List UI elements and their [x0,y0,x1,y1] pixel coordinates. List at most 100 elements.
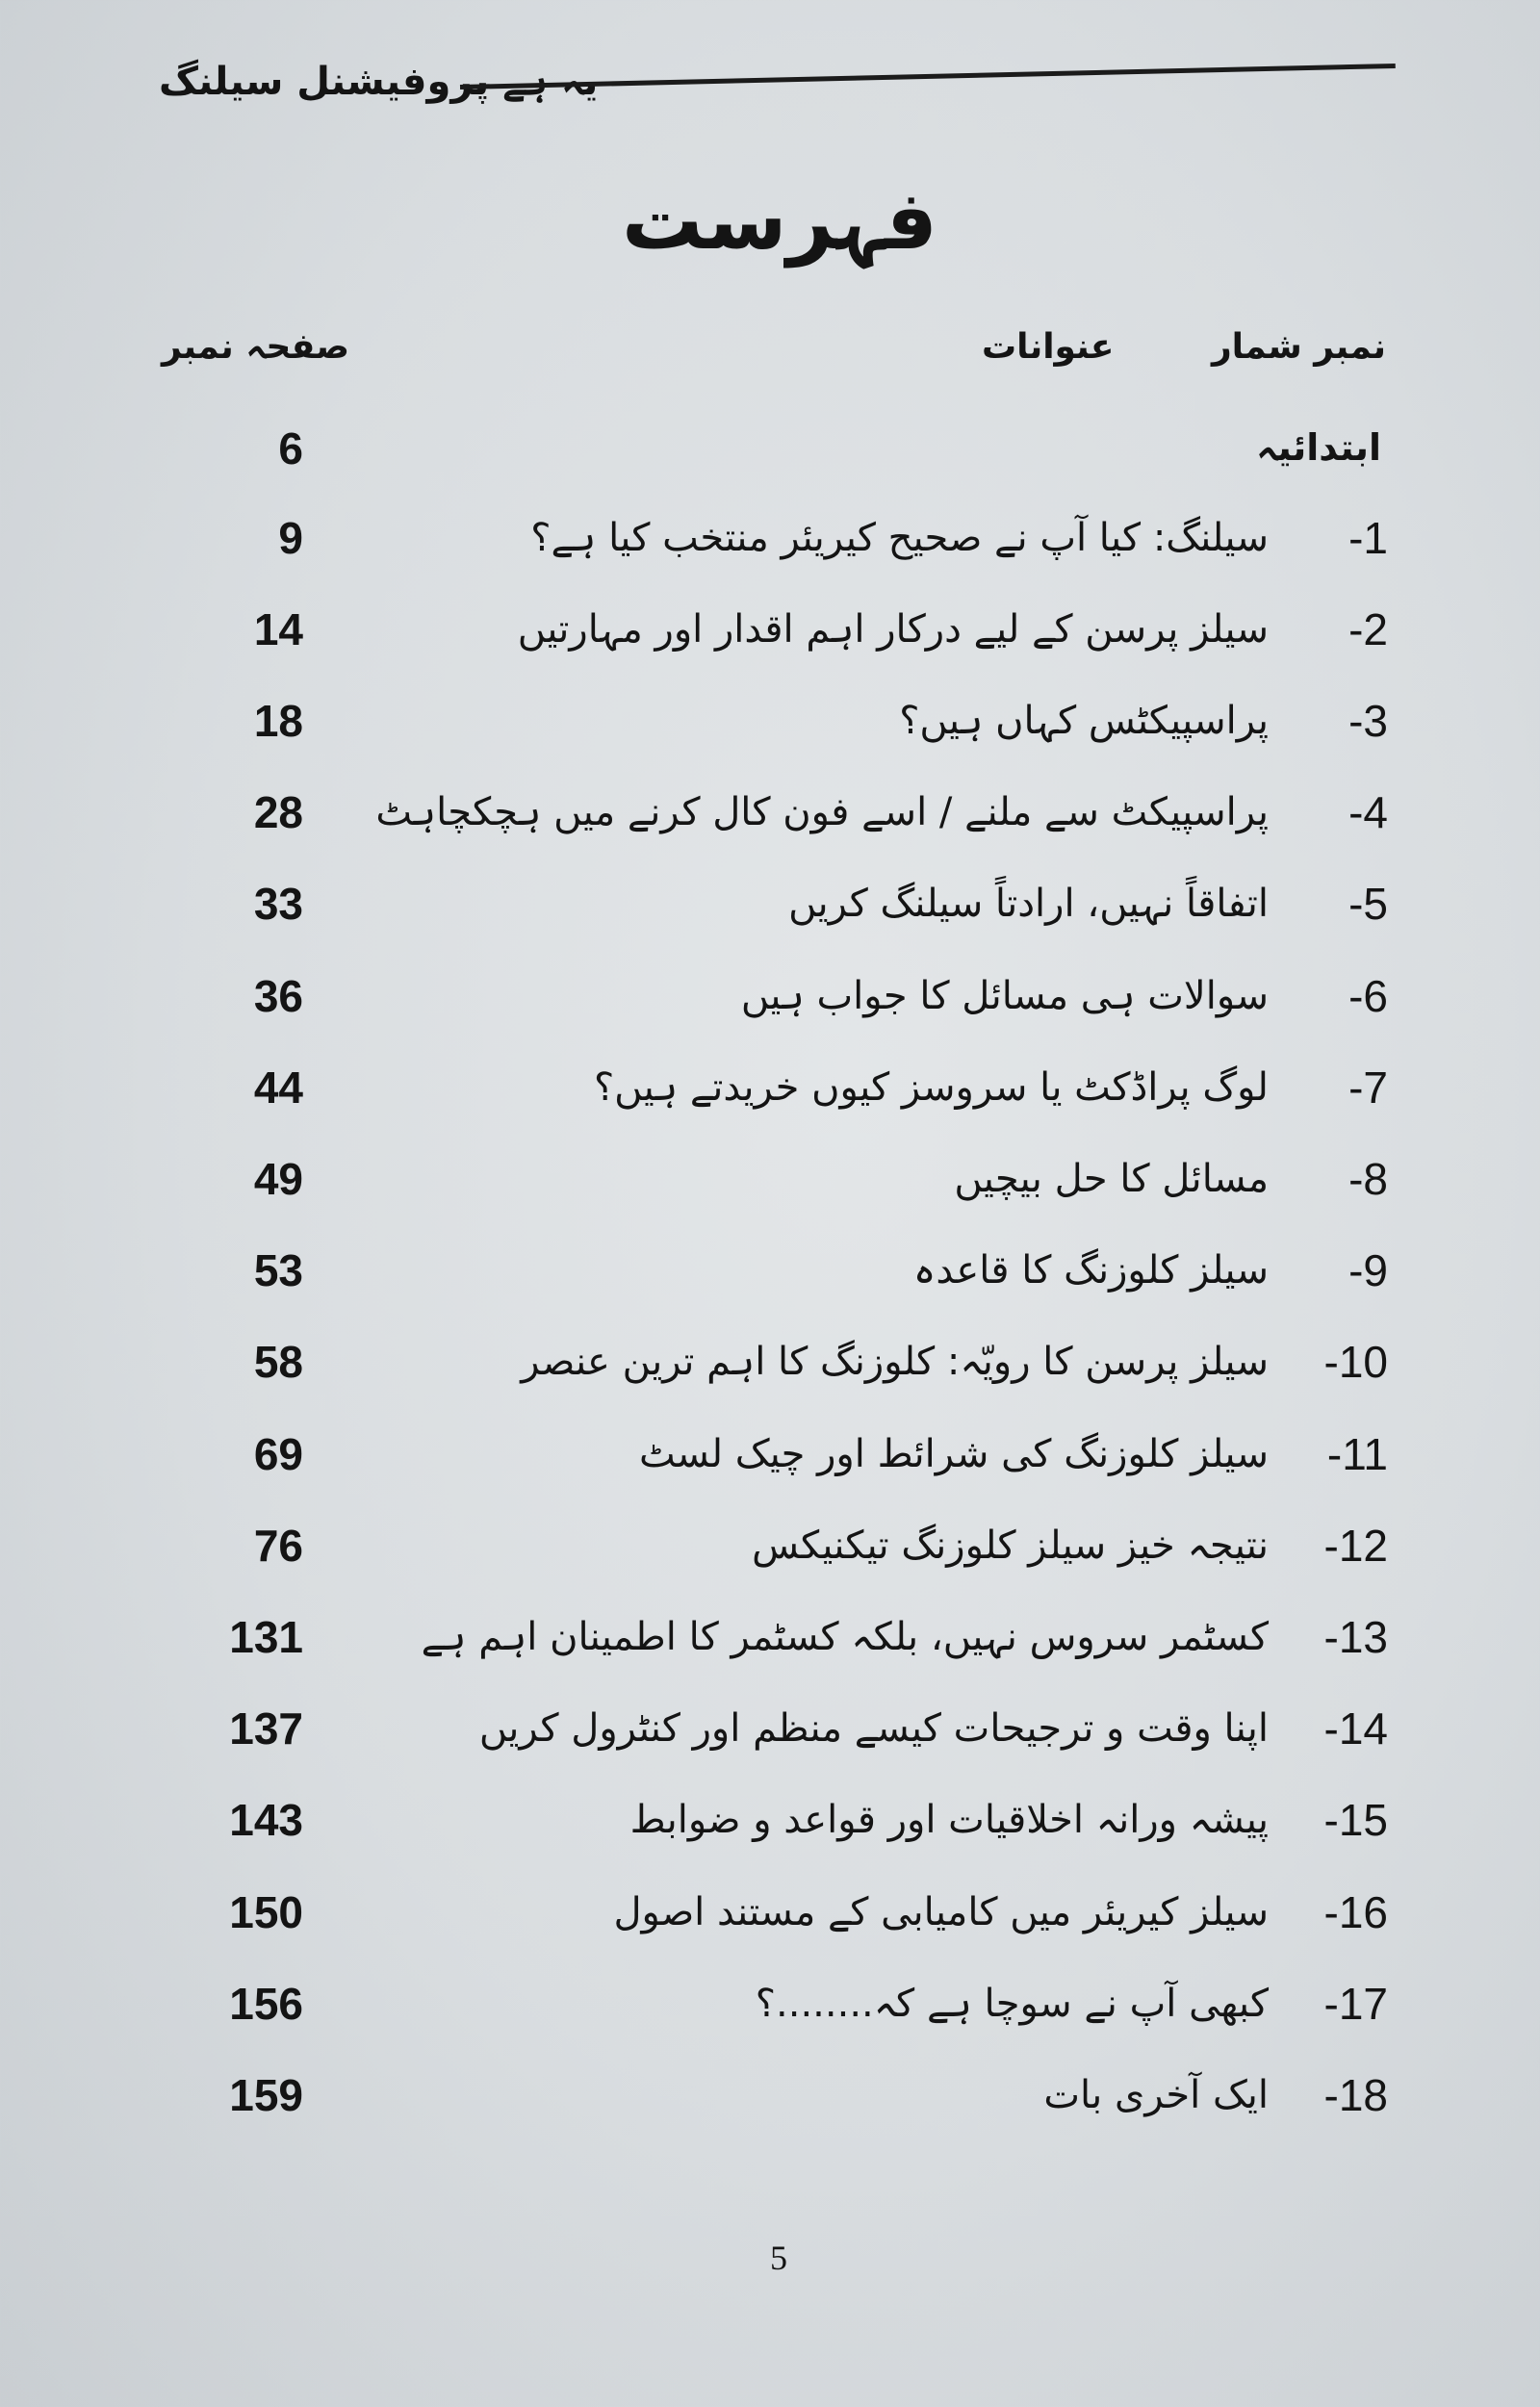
toc-number: 18- [1323,2069,1389,2120]
toc-title-cell: سیلنگ: کیا آپ نے صحیح کیریئر منتخب کیا ہ… [332,492,1269,583]
toc-title-cell: سوالات ہی مسائل کا جواب ہیں [332,950,1269,1041]
toc-number: 9- [1348,1245,1388,1296]
toc-row: 15- پیشہ ورانہ اخلاقیات اور قواعد و ضوابط… [0,1775,1540,1866]
toc-row: 9- سیلز کلوزنگ کا قاعدہ 53 [0,1225,1540,1317]
toc-number: 17- [1323,1978,1389,2029]
toc-page: 53 [253,1245,303,1296]
toc-number: 6- [1348,970,1388,1021]
toc-page: 49 [253,1153,303,1204]
toc-title: سیلز پرسن کا رویّہ: کلوزنگ کا اہم ترین ع… [521,1340,1269,1385]
toc-page: 150 [229,1886,303,1937]
toc-title: پراسپیکٹس کہاں ہیں؟ [899,698,1269,743]
toc-number: 7- [1348,1062,1388,1113]
toc-number: 3- [1348,695,1388,746]
toc-title-cell: سیلز پرسن کے لیے درکار اہم اقدار اور مہا… [332,583,1269,675]
toc-title: مسائل کا حل بیچیں [954,1156,1269,1201]
toc-title: سیلز کلوزنگ کا قاعدہ [912,1248,1269,1293]
toc-title-cell: اتفاقاً نہیں، ارادتاً سیلنگ کریں [332,858,1269,950]
toc-row: 12- نتیجہ خیز سیلز کلوزنگ تیکنیکس 76 [0,1499,1540,1591]
column-header-titles: عنوانات [982,327,1115,367]
toc-row: 17- کبھی آپ نے سوچا ہے کہ........؟ 156 [0,1958,1540,2049]
toc-title-cell: پراسپیکٹ سے ملنے / اسے فون کال کرنے میں … [332,767,1269,858]
toc-row: 13- کسٹمر سروس نہیں، بلکہ کسٹمر کا اطمینا… [0,1591,1540,1682]
toc-row-intro: ابتدائیہ 6 [0,402,1540,494]
toc-row: 5- اتفاقاً نہیں، ارادتاً سیلنگ کریں 33 [0,858,1540,950]
toc-number: 12- [1323,1520,1389,1571]
toc-title: کسٹمر سروس نہیں، بلکہ کسٹمر کا اطمینان ا… [421,1614,1269,1659]
toc-title: سیلز پرسن کے لیے درکار اہم اقدار اور مہا… [517,606,1269,652]
toc-number: 4- [1348,787,1388,838]
toc-title-cell: سیلز کلوزنگ کی شرائط اور چیک لسٹ [332,1408,1269,1499]
toc-number: 11- [1326,1428,1388,1479]
toc-title-cell: کبھی آپ نے سوچا ہے کہ........؟ [332,1958,1269,2049]
toc-number: 13- [1323,1611,1389,1662]
toc-title: سوالات ہی مسائل کا جواب ہیں [740,973,1269,1018]
running-head: یہ ہے پروفیشنل سیلنگ [159,60,599,104]
toc-title-cell: ایک آخری بات [332,2049,1269,2140]
toc-row: 1- سیلنگ: کیا آپ نے صحیح کیریئر منتخب کیا… [0,492,1540,583]
toc-title: لوگ پراڈکٹ یا سروسز کیوں خریدتے ہیں؟ [593,1064,1269,1110]
toc-row: 2- سیلز پرسن کے لیے درکار اہم اقدار اور م… [0,583,1540,675]
toc-page: 36 [253,970,303,1021]
toc-title: سیلز کیریئر میں کامیابی کے مستند اصول [613,1889,1269,1934]
toc-row: 7- لوگ پراڈکٹ یا سروسز کیوں خریدتے ہیں؟ 44 [0,1041,1540,1133]
toc-page: 33 [253,879,303,930]
toc-row: 18- ایک آخری بات 159 [0,2049,1540,2140]
toc-title-cell: سیلز پرسن کا رویّہ: کلوزنگ کا اہم ترین ع… [332,1317,1269,1408]
toc-number: 8- [1348,1153,1388,1204]
toc-row: 3- پراسپیکٹس کہاں ہیں؟ 18 [0,675,1540,766]
toc-title-cell: پیشہ ورانہ اخلاقیات اور قواعد و ضوابط [332,1775,1269,1866]
toc-page: 6 [278,423,303,474]
toc-row: 4- پراسپیکٹ سے ملنے / اسے فون کال کرنے می… [0,767,1540,858]
toc-title: اپنا وقت و ترجیحات کیسے منظم اور کنٹرول … [478,1706,1269,1752]
toc-number: 14- [1323,1703,1389,1754]
toc-page: 137 [229,1703,303,1754]
toc-title-cell: لوگ پراڈکٹ یا سروسز کیوں خریدتے ہیں؟ [332,1041,1269,1133]
toc-number: 16- [1323,1886,1389,1937]
toc-page: 143 [229,1795,303,1846]
toc-title: سیلز کلوزنگ کی شرائط اور چیک لسٹ [638,1431,1269,1476]
toc-number: 10- [1323,1337,1389,1388]
toc-title: پیشہ ورانہ اخلاقیات اور قواعد و ضوابط [629,1798,1269,1843]
page-title: فہرست [621,173,937,268]
toc-title-cell: مسائل کا حل بیچیں [332,1133,1269,1224]
toc-page: 156 [229,1978,303,2029]
toc-page: 28 [253,787,303,838]
toc-title-cell: ابتدائیہ [332,402,1381,494]
toc-title-cell: اپنا وقت و ترجیحات کیسے منظم اور کنٹرول … [332,1683,1269,1775]
toc-number: 15- [1323,1795,1389,1846]
toc-title: سیلنگ: کیا آپ نے صحیح کیریئر منتخب کیا ہ… [530,515,1269,560]
toc-title-cell: سیلز کیریئر میں کامیابی کے مستند اصول [332,1866,1269,1958]
toc-title: کبھی آپ نے سوچا ہے کہ........؟ [755,1981,1269,2026]
toc-title-cell: پراسپیکٹس کہاں ہیں؟ [332,675,1269,766]
toc-title: ایک آخری بات [1043,2072,1269,2117]
toc-page: 159 [229,2069,303,2120]
toc-row: 14- اپنا وقت و ترجیحات کیسے منظم اور کنٹر… [0,1683,1540,1775]
toc-row: 11- سیلز کلوزنگ کی شرائط اور چیک لسٹ 69 [0,1408,1540,1499]
page-number: 5 [770,2239,787,2277]
toc-row: 6- سوالات ہی مسائل کا جواب ہیں 36 [0,950,1540,1041]
toc-row: 10- سیلز پرسن کا رویّہ: کلوزنگ کا اہم تری… [0,1317,1540,1408]
column-header-page: صفحہ نمبر [162,327,350,367]
toc-row: 16- سیلز کیریئر میں کامیابی کے مستند اصول… [0,1866,1540,1958]
toc-page: 14 [253,603,303,654]
toc-row: 8- مسائل کا حل بیچیں 49 [0,1133,1540,1224]
toc-title-cell: کسٹمر سروس نہیں، بلکہ کسٹمر کا اطمینان ا… [332,1591,1269,1682]
toc-page: 58 [253,1337,303,1388]
toc-page: 69 [253,1428,303,1479]
toc-title: ابتدائیہ [1256,425,1381,469]
toc-title: پراسپیکٹ سے ملنے / اسے فون کال کرنے میں … [375,790,1269,835]
toc-page: 18 [253,695,303,746]
column-header-number: نمبر شمار [1211,327,1386,367]
toc-title-cell: نتیجہ خیز سیلز کلوزنگ تیکنیکس [332,1499,1269,1591]
toc-page: 131 [229,1611,303,1662]
toc-number: 5- [1348,879,1388,930]
toc-page: 9 [278,512,303,563]
toc-number: 1- [1348,512,1388,563]
toc-number: 2- [1348,603,1388,654]
toc-page: 76 [253,1520,303,1571]
toc-title: نتیجہ خیز سیلز کلوزنگ تیکنیکس [752,1523,1269,1568]
toc-title-cell: سیلز کلوزنگ کا قاعدہ [332,1225,1269,1317]
toc-page: 44 [253,1062,303,1113]
